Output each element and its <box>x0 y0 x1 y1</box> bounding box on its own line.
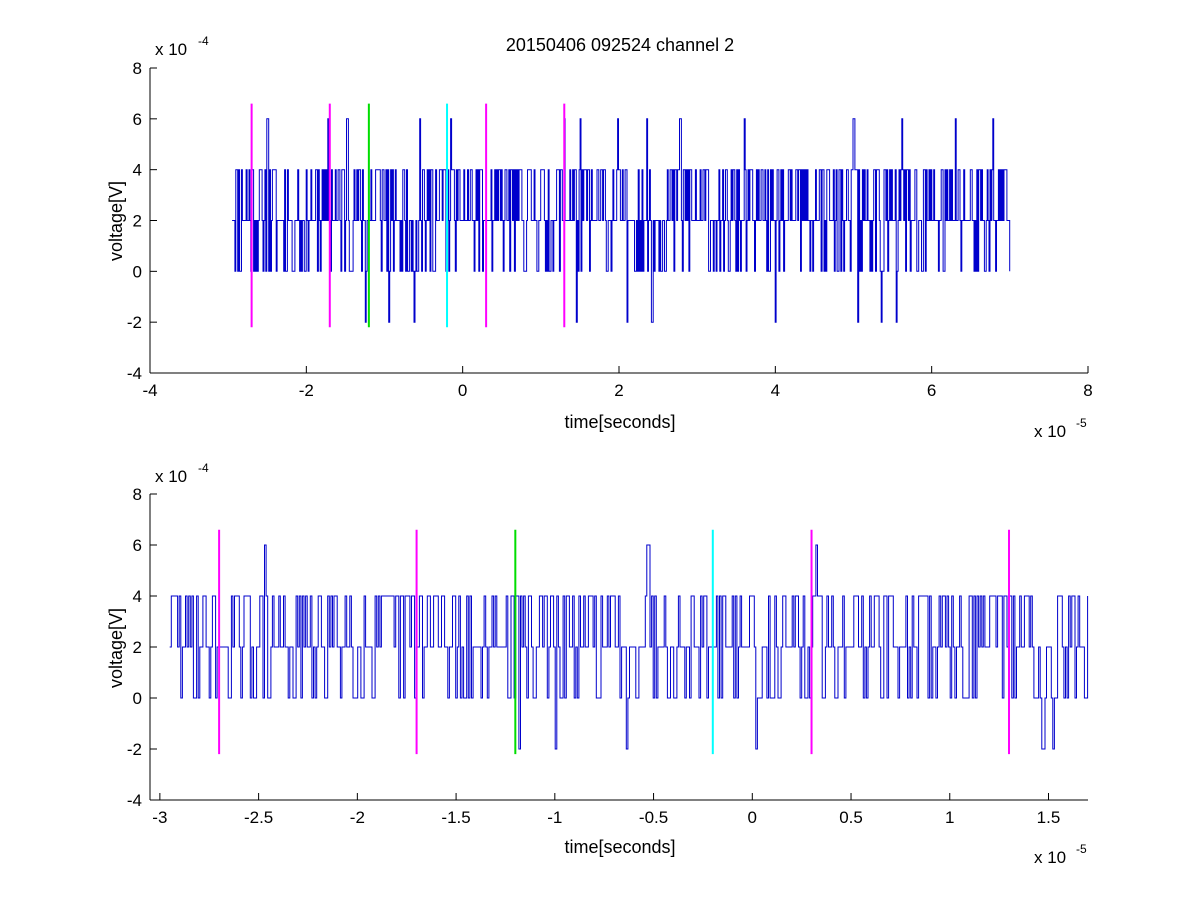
top-x-exponent-base: x 10 <box>1034 422 1066 441</box>
bottom-x-tick-label: -1 <box>547 808 562 827</box>
top-x-tick-label: -2 <box>299 381 314 400</box>
top-x-exponent: x 10 -5 <box>1034 416 1087 441</box>
bottom-x-tick-label: -2 <box>350 808 365 827</box>
bottom-y-tick-label: 8 <box>133 485 142 504</box>
top-x-tick-label: 4 <box>771 381 780 400</box>
bottom-x-tick-label: 0.5 <box>839 808 863 827</box>
bottom-voltage-trace <box>169 544 1089 750</box>
top-x-tick-label: 8 <box>1083 381 1092 400</box>
top-voltage-trace <box>232 118 1011 323</box>
bottom-x-tick-label: -3 <box>152 808 167 827</box>
bottom-y-tick-label: 2 <box>133 638 142 657</box>
bottom-x-exponent: x 10 -5 <box>1034 842 1087 867</box>
bottom-x-tick-label: 1.5 <box>1037 808 1061 827</box>
bottom-x-axis-title: time[seconds] <box>564 837 675 857</box>
top-x-tick-label: 2 <box>614 381 623 400</box>
bottom-y-exponent: x 10 -4 <box>155 461 209 486</box>
bottom-y-tick-label: 6 <box>133 536 142 555</box>
top-y-exponent: x 10 -4 <box>155 34 209 59</box>
bottom-x-tick-label: -1.5 <box>441 808 470 827</box>
top-y-tick-label: 6 <box>133 110 142 129</box>
bottom-y-tick-label: -2 <box>127 740 142 759</box>
top-x-exponent-power: -5 <box>1076 416 1087 430</box>
top-y-axis-title: voltage[V] <box>106 181 126 261</box>
bottom-y-exponent-power: -4 <box>198 461 209 475</box>
top-subplot: x 10 -4 x 10 -5 time[seconds] voltage[V]… <box>106 34 1093 441</box>
bottom-y-axis-title: voltage[V] <box>106 608 126 688</box>
bottom-y-tick-label: -4 <box>127 791 142 810</box>
top-y-tick-label: 0 <box>133 262 142 281</box>
top-y-exponent-power: -4 <box>198 34 209 48</box>
top-x-tick-label: -4 <box>142 381 157 400</box>
bottom-x-tick-label: 1 <box>945 808 954 827</box>
bottom-y-exponent-base: x 10 <box>155 467 187 486</box>
top-y-tick-label: -2 <box>127 313 142 332</box>
bottom-x-tick-label: -2.5 <box>244 808 273 827</box>
top-y-tick-label: 8 <box>133 59 142 78</box>
top-x-tick-label: 6 <box>927 381 936 400</box>
top-y-tick-label: 2 <box>133 212 142 231</box>
bottom-subplot: x 10 -4 x 10 -5 time[seconds] voltage[V]… <box>106 461 1089 867</box>
top-y-tick-label: 4 <box>133 161 142 180</box>
bottom-y-tick-label: 4 <box>133 587 142 606</box>
bottom-x-tick-label: -0.5 <box>639 808 668 827</box>
top-y-tick-label: -4 <box>127 364 142 383</box>
top-y-exponent-base: x 10 <box>155 40 187 59</box>
figure-title: 20150406 092524 channel 2 <box>506 35 734 55</box>
bottom-x-tick-label: 0 <box>748 808 757 827</box>
bottom-x-exponent-power: -5 <box>1076 842 1087 856</box>
top-x-axis-title: time[seconds] <box>564 412 675 432</box>
top-x-tick-label: 0 <box>458 381 467 400</box>
bottom-y-tick-label: 0 <box>133 689 142 708</box>
bottom-x-exponent-base: x 10 <box>1034 848 1066 867</box>
